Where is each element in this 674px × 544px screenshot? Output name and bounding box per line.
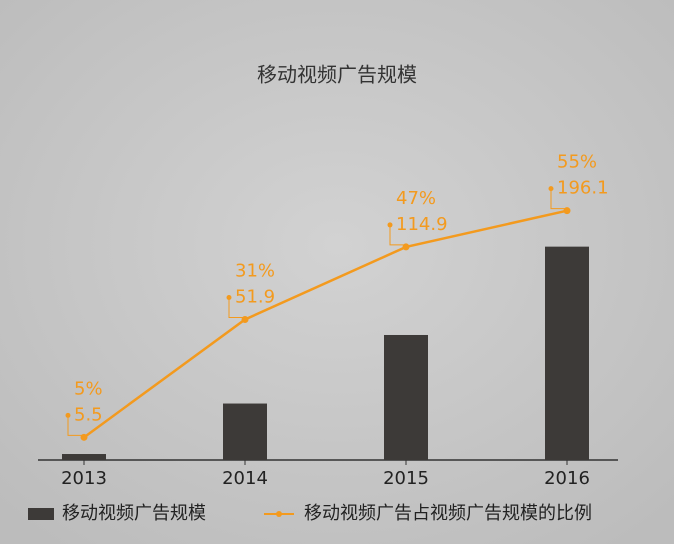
legend-label: 移动视频广告规模 [62, 503, 206, 524]
chart-title: 移动视频广告规模 [257, 63, 417, 87]
x-tick-label: 2015 [383, 468, 429, 489]
bar-value-label: 114.9 [396, 214, 448, 235]
label-dot [65, 412, 71, 418]
label-leader [550, 188, 567, 210]
bar-value-label: 5.5 [74, 404, 103, 425]
line-value-label: 47% [396, 188, 436, 209]
line-value-label: 5% [74, 378, 103, 399]
line [83, 209, 568, 439]
bar [62, 454, 106, 460]
label-leader [389, 224, 406, 246]
line-value-label: 31% [235, 260, 275, 281]
label-leader [228, 297, 245, 318]
label-dot [548, 186, 554, 192]
x-tick-label: 2013 [61, 468, 107, 489]
line-value-label: 55% [557, 152, 597, 173]
x-tick-label: 2016 [544, 468, 590, 489]
bar-value-label: 196.1 [557, 178, 609, 199]
label-dot [226, 294, 232, 300]
label-dot [387, 222, 393, 228]
legend-label: 移动视频广告占视频广告规模的比例 [304, 503, 592, 524]
bar [545, 246, 589, 460]
bar-value-label: 51.9 [235, 286, 275, 307]
legend-swatch [28, 508, 54, 520]
bar [384, 334, 428, 460]
bar [223, 403, 267, 460]
legend-swatch [276, 511, 282, 517]
label-leader [67, 415, 84, 436]
x-tick-label: 2014 [222, 468, 268, 489]
